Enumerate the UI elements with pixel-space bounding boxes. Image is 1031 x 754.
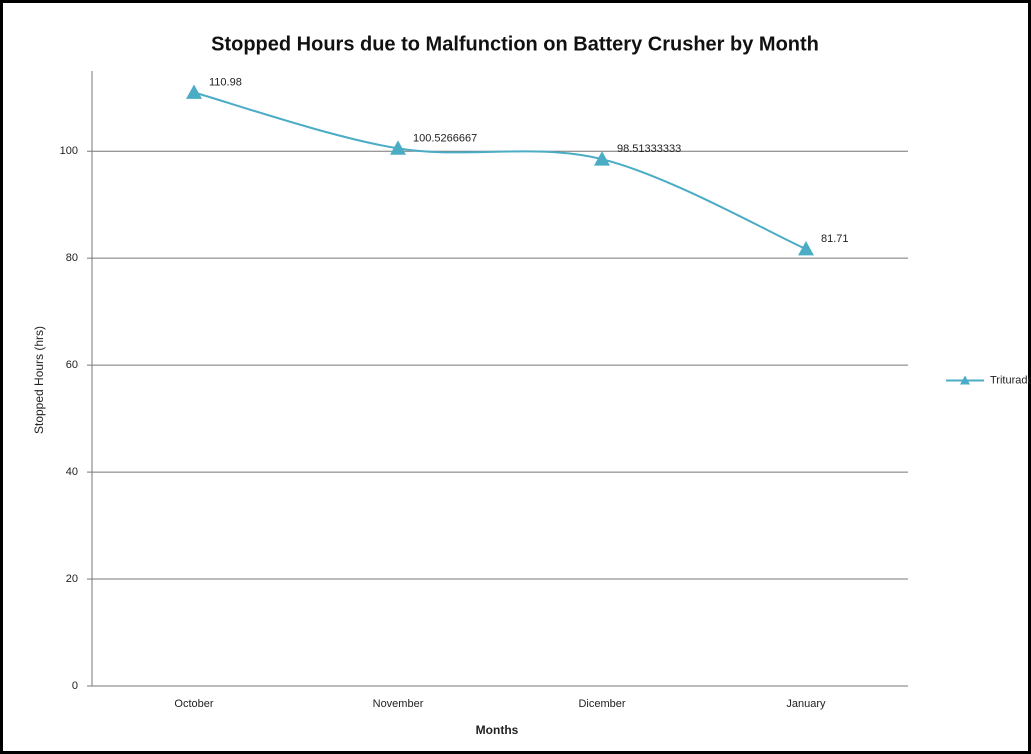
data-label: 110.98 [209, 76, 242, 88]
y-tick-label: 60 [66, 359, 78, 371]
line [193, 91, 807, 250]
y-tick-label: 100 [60, 145, 78, 157]
x-tick-label: October [174, 698, 213, 710]
legend-label: Trituradora [990, 374, 1031, 386]
marker [798, 241, 814, 256]
x-axis-title: Months [476, 723, 519, 737]
y-tick-label: 20 [66, 573, 78, 585]
x-tick-label: Dicember [578, 698, 625, 710]
y-axis-title: Stopped Hours (hrs) [32, 326, 46, 434]
chart-title: Stopped Hours due to Malfunction on Batt… [211, 33, 819, 55]
data-label: 100.5266667 [413, 132, 477, 144]
data-label: 81.71 [821, 233, 849, 245]
marker [186, 84, 202, 99]
y-tick-label: 0 [72, 680, 78, 692]
marker [594, 151, 610, 166]
x-tick-label: January [786, 698, 826, 710]
legend-marker [960, 375, 970, 385]
y-tick-label: 80 [66, 252, 78, 264]
x-tick-label: November [373, 698, 424, 710]
data-label: 98.51333333 [617, 143, 681, 155]
marker [390, 140, 406, 155]
y-tick-label: 40 [66, 466, 78, 478]
